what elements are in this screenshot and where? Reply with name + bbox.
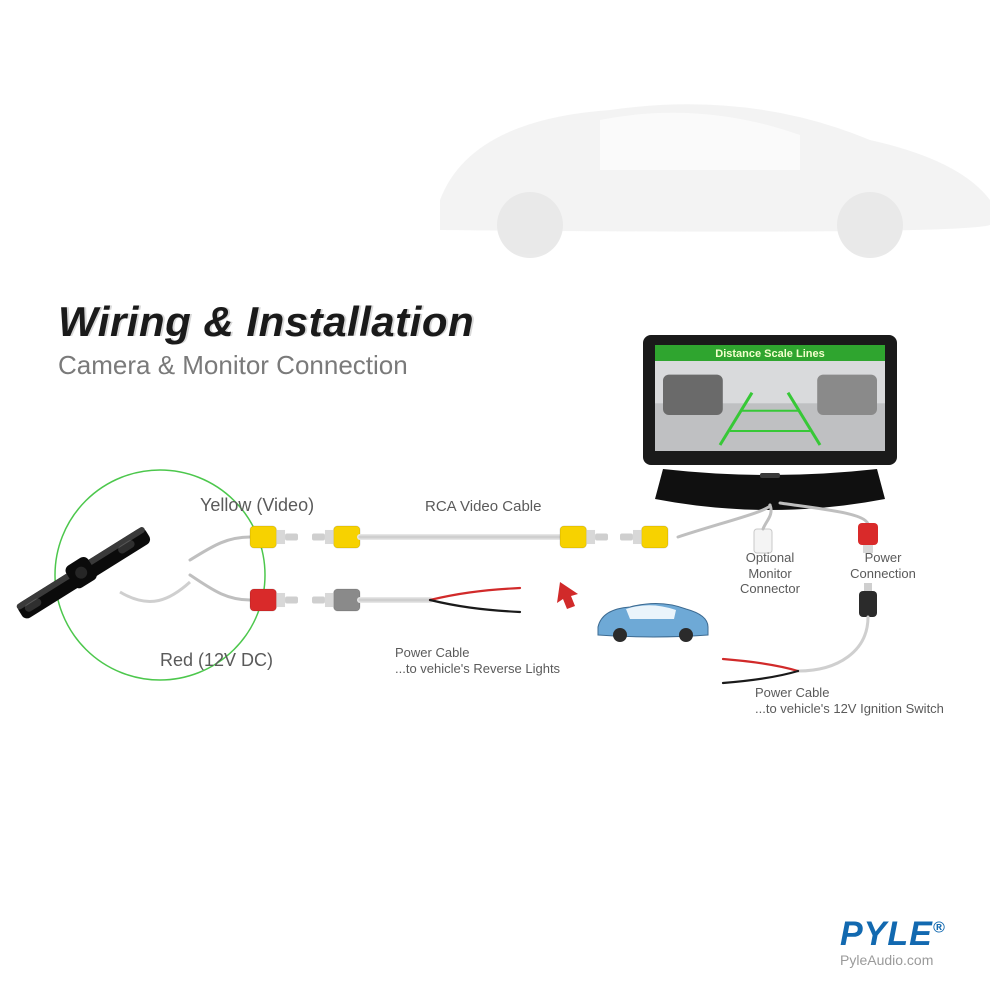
power-black-plug xyxy=(859,591,877,617)
rca-cable-right-yellow xyxy=(560,526,608,548)
power-red-jack xyxy=(858,523,878,545)
svg-text:Distance Scale Lines: Distance Scale Lines xyxy=(715,348,824,360)
ignition-label: Power Cable...to vehicle's 12V Ignition … xyxy=(755,685,985,716)
optional-connector-label: OptionalMonitorConnector xyxy=(730,550,810,597)
reverse-lights-label: Power Cable...to vehicle's Reverse Light… xyxy=(395,645,615,676)
camera-red-jack xyxy=(250,589,298,611)
brand-logo: PYLE® PyleAudio.com xyxy=(840,915,946,968)
camera-yellow-jack xyxy=(250,526,298,548)
arrow-icon xyxy=(557,582,578,609)
rca-cable-left-yellow xyxy=(312,526,360,548)
monitor-yellow-jack xyxy=(620,526,668,548)
power-connection-label: PowerConnection xyxy=(843,550,923,581)
power-gray-jack xyxy=(312,589,360,611)
rca-cable-label: RCA Video Cable xyxy=(425,498,541,515)
blue-car-icon xyxy=(598,603,708,642)
monitor-icon: Distance Scale Lines xyxy=(643,335,897,510)
yellow-video-label: Yellow (Video) xyxy=(200,495,314,516)
red-12v-label: Red (12V DC) xyxy=(160,650,273,671)
camera-icon xyxy=(12,521,190,623)
